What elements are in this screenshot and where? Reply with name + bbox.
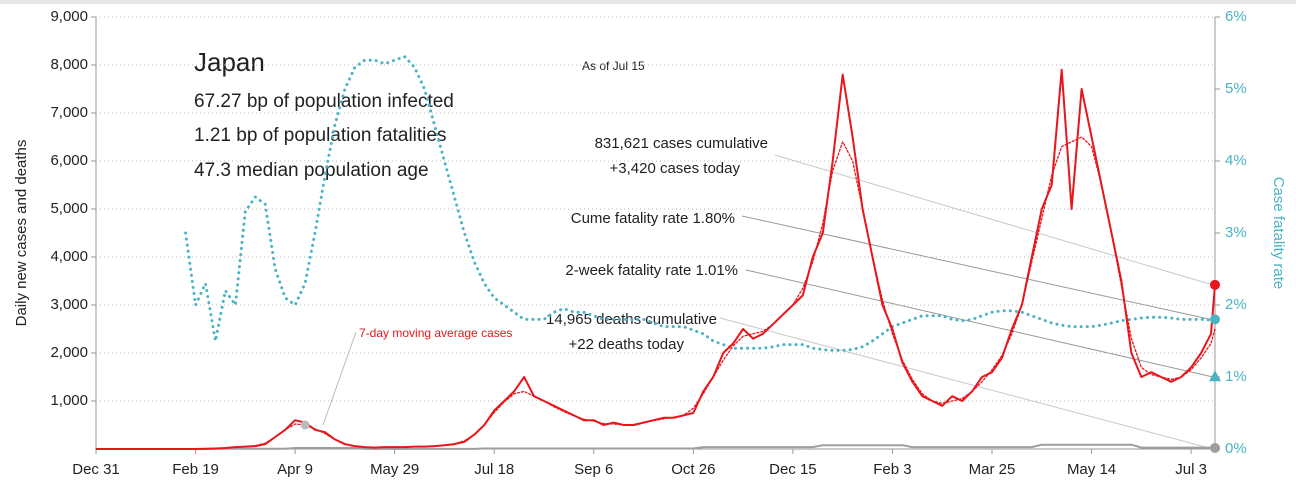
annotation: 831,621 cases cumulative <box>595 135 768 152</box>
info-line: 1.21 bp of population fatalities <box>194 125 446 146</box>
x-tick-label: Dec 15 <box>769 461 817 478</box>
annotations: 831,621 cases cumulative +3,420 cases to… <box>96 16 1215 450</box>
series-line <box>96 443 1216 450</box>
info-line: 47.3 median population age <box>194 160 429 181</box>
y-tick-label: 5,000 <box>50 200 88 217</box>
leader <box>322 331 357 426</box>
x-tick-label: Dec 31 <box>72 461 120 478</box>
leader <box>719 317 1214 450</box>
info-line: 67.27 bp of population infected <box>194 91 454 112</box>
y2-tick-label: 5% <box>1225 80 1247 97</box>
y-tick-label: 3,000 <box>50 296 88 313</box>
country-title: Japan <box>194 47 265 77</box>
x-tick-label: Feb 3 <box>873 461 911 478</box>
y2-tick-label: 2% <box>1225 296 1247 313</box>
annotation: 7-day moving average cases <box>359 326 512 340</box>
x-tick-label: Oct 26 <box>671 461 715 478</box>
y2-tick-label: 6% <box>1225 8 1247 25</box>
y-tick-label: 2,000 <box>50 344 88 361</box>
x-tick-label: Sep 6 <box>574 461 613 478</box>
y2-tick-label: 3% <box>1225 224 1247 241</box>
y-axis-label: Daily new cases and deaths <box>13 140 30 327</box>
end-dot <box>1210 442 1220 453</box>
x-tick-label: Jul 3 <box>1175 461 1207 478</box>
series-line <box>96 68 1216 450</box>
avg-dot <box>300 420 310 430</box>
annotation: +22 deaths today <box>568 336 684 353</box>
annotation: Cume fatality rate 1.80% <box>571 210 735 227</box>
x-tick-label: May 14 <box>1067 461 1116 478</box>
as-of: As of Jul 15 <box>582 59 645 73</box>
annotation: 2-week fatality rate 1.01% <box>565 262 738 279</box>
x-tick-label: Jul 18 <box>474 461 514 478</box>
x-tick-label: Feb 19 <box>172 461 219 478</box>
y-tick-label: 6,000 <box>50 152 88 169</box>
x-tick-label: Mar 25 <box>969 461 1016 478</box>
leader <box>745 269 1214 378</box>
y2-tick-label: 4% <box>1225 152 1247 169</box>
leader <box>774 154 1214 286</box>
end-dot <box>1210 314 1220 325</box>
two-week-marker <box>1209 370 1221 382</box>
y-tick-label: 1,000 <box>50 392 88 409</box>
x-tick-label: Apr 9 <box>277 461 313 478</box>
y2-tick-label: 0% <box>1225 440 1247 457</box>
annotation: +3,420 cases today <box>609 160 740 177</box>
y-tick-label: 9,000 <box>50 8 88 25</box>
x-tick-label: May 29 <box>370 461 419 478</box>
y-tick-label: 8,000 <box>50 56 88 73</box>
y2-axis-label: Case fatality rate <box>1270 177 1287 290</box>
series-line <box>184 55 1217 352</box>
end-dot <box>1210 279 1220 290</box>
y2-tick-label: 1% <box>1225 368 1247 385</box>
y-tick-label: 4,000 <box>50 248 88 265</box>
y-tick-label: 7,000 <box>50 104 88 121</box>
